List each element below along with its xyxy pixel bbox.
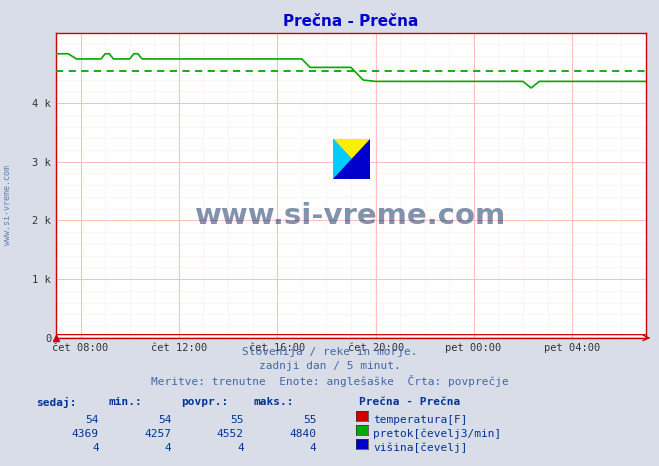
Title: Prečna - Prečna: Prečna - Prečna [283,14,418,29]
Text: maks.:: maks.: [254,397,294,407]
Text: www.si-vreme.com: www.si-vreme.com [195,202,507,230]
Text: 54: 54 [86,415,99,425]
Text: 4257: 4257 [144,429,171,439]
Text: 4840: 4840 [289,429,316,439]
Text: 4: 4 [92,443,99,452]
Text: 55: 55 [231,415,244,425]
Text: 4: 4 [310,443,316,452]
Text: pretok[čevelj3/min]: pretok[čevelj3/min] [373,429,501,439]
Text: 4552: 4552 [217,429,244,439]
Text: 4369: 4369 [72,429,99,439]
Text: povpr.:: povpr.: [181,397,229,407]
Text: Meritve: trenutne  Enote: anglešaške  Črta: povprečje: Meritve: trenutne Enote: anglešaške Črta… [151,375,508,387]
Text: 4: 4 [237,443,244,452]
Text: višina[čevelj]: višina[čevelj] [373,443,467,453]
Text: min.:: min.: [109,397,142,407]
Text: www.si-vreme.com: www.si-vreme.com [3,165,13,245]
Text: 54: 54 [158,415,171,425]
Text: Slovenija / reke in morje.: Slovenija / reke in morje. [242,347,417,357]
Text: zadnji dan / 5 minut.: zadnji dan / 5 minut. [258,361,401,371]
Text: Prečna - Prečna: Prečna - Prečna [359,397,461,407]
Text: 55: 55 [303,415,316,425]
Text: 4: 4 [165,443,171,452]
Text: temperatura[F]: temperatura[F] [373,415,467,425]
Text: sedaj:: sedaj: [36,397,76,408]
